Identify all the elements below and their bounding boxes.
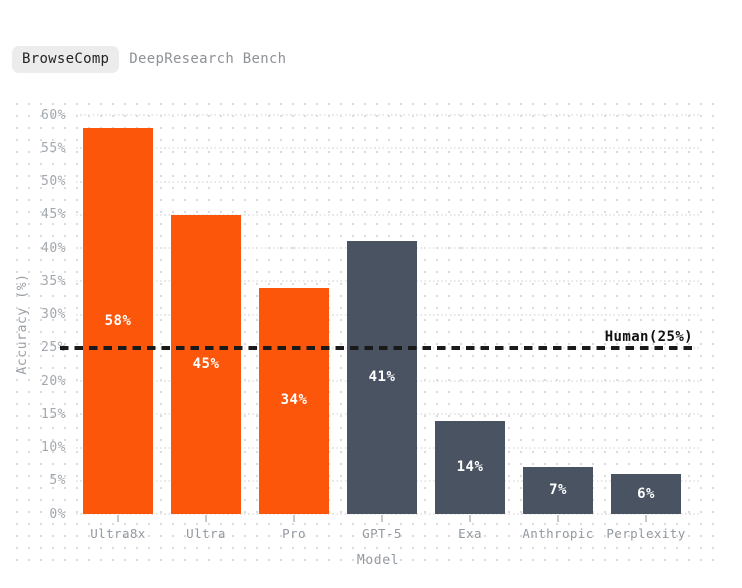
x-tick-mark: [117, 515, 119, 522]
y-tick-label: 55%: [41, 140, 66, 156]
y-gridline: [76, 114, 700, 116]
bar-anthropic: [523, 467, 593, 514]
y-tick-label: 10%: [41, 440, 66, 455]
x-category-label: Perplexity: [606, 526, 686, 541]
x-tick-mark: [381, 515, 383, 522]
y-tick-label: 50%: [41, 174, 66, 189]
x-category-label: Exa: [458, 526, 482, 541]
bar-ultra: [171, 214, 241, 514]
x-tick-mark: [293, 515, 295, 522]
y-tick-label: 25%: [41, 340, 66, 356]
bar-value-label: 58%: [104, 312, 132, 329]
bar-value-label: 34%: [280, 392, 308, 409]
y-tick-label: 30%: [41, 307, 66, 322]
bar-value-label: 14%: [456, 458, 484, 475]
y-tick-label: 5%: [49, 473, 66, 489]
bar-value-label: 41%: [368, 369, 396, 386]
tab-deepresearch-bench[interactable]: DeepResearch Bench: [129, 51, 287, 67]
y-tick-label: 40%: [41, 240, 66, 256]
bar-ultra8x: [83, 128, 153, 514]
y-gridline: [76, 213, 700, 216]
x-category-label: Ultra8x: [90, 526, 146, 541]
y-tick-label: 15%: [41, 406, 66, 422]
x-category-label: Ultra: [186, 526, 226, 541]
x-tick-mark: [645, 515, 647, 522]
tab-browsecomp[interactable]: BrowseComp: [12, 46, 120, 73]
human-reference-line: [60, 346, 693, 350]
y-gridline: [76, 180, 700, 183]
x-axis-title: Model: [356, 553, 400, 568]
x-tick-mark: [469, 515, 471, 522]
bar-gpt-5: [347, 241, 417, 514]
bar-value-label: 7%: [549, 482, 567, 499]
bar-value-label: 45%: [192, 355, 220, 372]
bar-pro: [259, 287, 329, 514]
y-tick-label: 20%: [41, 373, 66, 389]
y-tick-label: 45%: [41, 207, 66, 223]
bar-chart: 0% 5% 10% 15% 20% 25% 30% 35% 40% 45% 50% 55% 60% 58%…: [8, 94, 722, 571]
x-category-label: Pro: [282, 526, 306, 541]
x-tick-mark: [205, 515, 207, 522]
bar-value-label: 6%: [637, 485, 655, 502]
x-category-label: GPT-5: [362, 526, 402, 541]
y-tick-label: 0%: [49, 506, 66, 522]
benchmark-tab-bar: BrowseComp DeepResearch Bench: [12, 46, 286, 73]
reference-line-label: Human(25%): [604, 328, 693, 345]
y-gridline: [76, 147, 700, 150]
bar-exa: [435, 420, 505, 514]
x-category-label: Anthropic: [522, 526, 594, 541]
y-gridline: [76, 513, 700, 515]
bar-perplexity: [611, 474, 681, 514]
y-axis-title: Accuracy (%): [15, 273, 30, 375]
y-tick-label: 60%: [41, 107, 66, 123]
y-tick-label: 35%: [41, 273, 66, 289]
x-tick-mark: [557, 515, 559, 522]
